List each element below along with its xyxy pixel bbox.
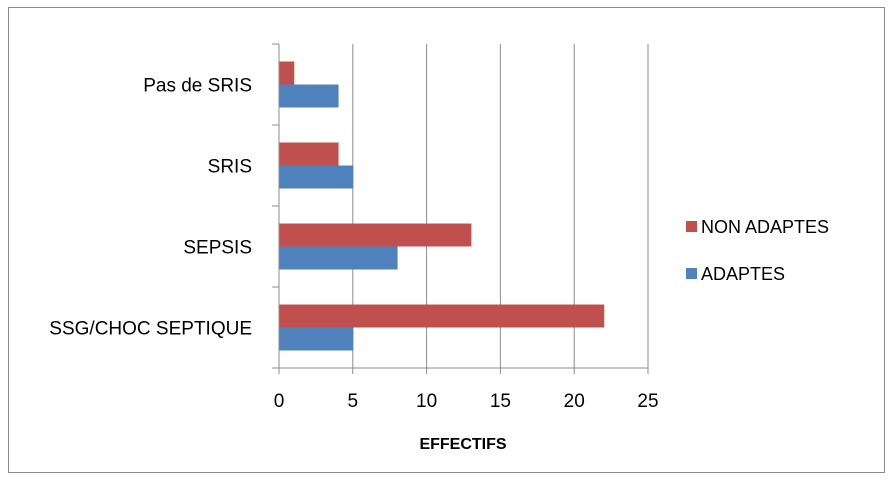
labels: 0 5 10 15 20 25 SSG/CHOC SEPTIQUE SEPSIS SRIS Pas… [49, 76, 658, 413]
bar-adaptes [279, 327, 354, 351]
legend-label: NON ADAPTES [701, 217, 829, 237]
legend-swatch [686, 221, 697, 232]
legend: NON ADAPTES ADAPTES [686, 217, 829, 284]
x-tick-label: 25 [637, 391, 658, 412]
x-tick-label: 10 [416, 391, 437, 412]
bar-non-adaptes [279, 223, 472, 247]
bar-non-adaptes [279, 61, 295, 85]
category-label: SRIS [208, 157, 252, 178]
legend-label: ADAPTES [701, 264, 785, 284]
x-axis-title: EFFECTIFS [419, 436, 506, 453]
axes [272, 43, 649, 374]
x-tick-label: 15 [490, 391, 511, 412]
bars [279, 61, 605, 351]
x-tick-label: 0 [274, 391, 285, 412]
bar-adaptes [279, 84, 339, 108]
category-label: SEPSIS [183, 238, 252, 259]
bar-adaptes [279, 165, 354, 189]
bar-non-adaptes [279, 142, 339, 166]
bar-adaptes [279, 246, 398, 270]
category-label: Pas de SRIS [143, 76, 252, 97]
category-label: SSG/CHOC SEPTIQUE [49, 319, 252, 340]
legend-swatch [686, 268, 697, 279]
x-tick-label: 20 [564, 391, 585, 412]
x-tick-label: 5 [348, 391, 359, 412]
bar-non-adaptes [279, 304, 605, 328]
